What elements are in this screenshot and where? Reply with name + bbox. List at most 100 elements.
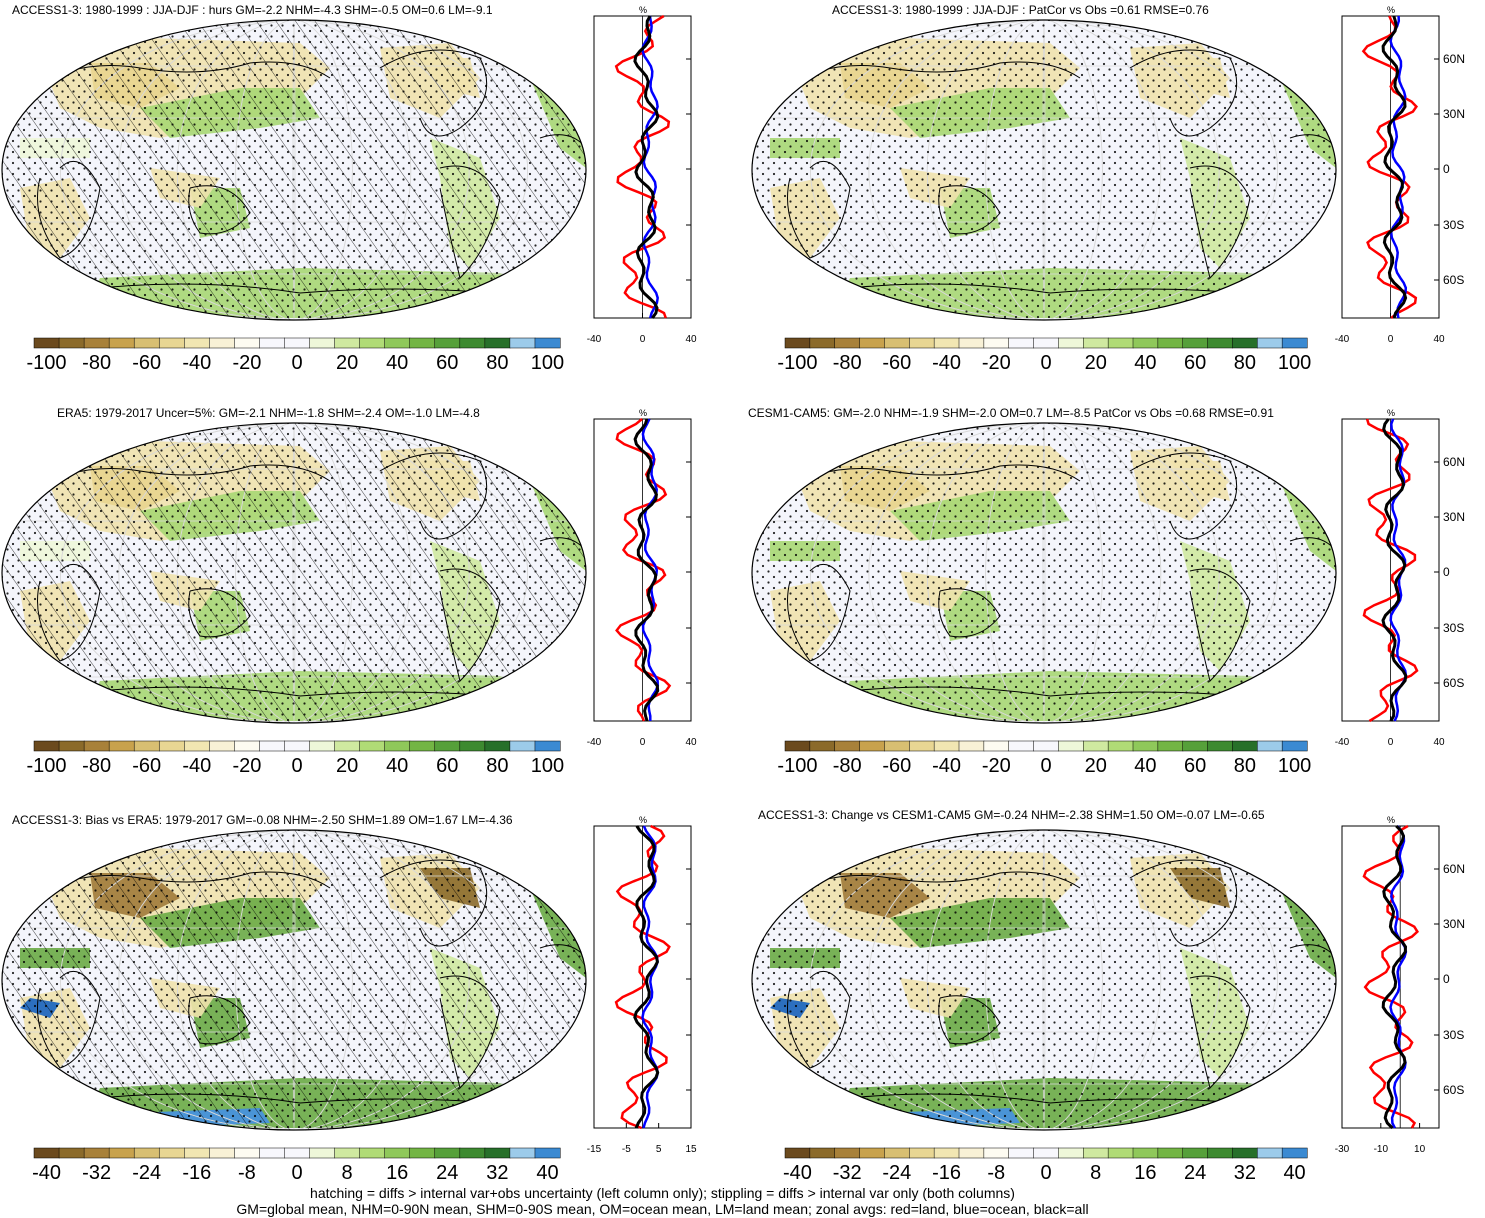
colorbar-swatch-7 [958,740,985,752]
colorbar-swatch-10 [1033,740,1059,752]
colorbar-swatch-4 [133,337,160,349]
zonal-curve-land [1361,15,1419,319]
colorbar-swatch-15 [1157,1147,1184,1159]
colorbar-swatch-19 [509,740,536,752]
colorbar-swatch-13 [359,337,386,349]
panel-2-units: % [1387,5,1396,15]
colorbar-label-9: 80 [1233,755,1256,777]
zonal-curve-ocean [1389,15,1408,319]
colorbar-swatch-12 [1083,740,1109,752]
colorbar-label-8: 24 [436,1162,459,1184]
colorbar-swatch-10 [1033,337,1059,349]
colorbar-swatch-20 [1281,740,1308,752]
colorbar-swatch-7 [209,337,235,349]
zonal-x-label-1: 0 [639,334,646,345]
lat-label-1: 30N [1443,510,1466,524]
lat-label-2: 0 [1443,565,1450,579]
colorbar-label-10: 100 [530,755,565,777]
colorbar-swatch-12 [1083,337,1109,349]
colorbar-swatch-17 [459,740,486,752]
panel-1-zonal-plot [593,14,692,319]
colorbar-swatch-19 [1257,740,1283,752]
colorbar-swatch-14 [384,740,411,752]
colorbar-swatch-0 [784,1147,811,1159]
panel-5-title: ACCESS1-3: Bias vs ERA5: 1979-2017 GM=-0… [12,813,513,827]
colorbar-label-4: -20 [981,352,1011,374]
zonal-x-label-1: 0 [1387,334,1394,345]
colorbar-label-6: 20 [335,755,359,777]
colorbar-swatch-10 [284,740,311,752]
panel-5-units: % [639,815,648,825]
zonal-curve-land [1362,824,1420,1129]
colorbar-swatch-7 [209,1147,235,1159]
colorbar-swatch-0 [33,740,60,752]
lat-label-3: 30S [1443,218,1465,232]
colorbar-swatch-19 [509,337,536,349]
colorbar-swatch-15 [409,740,436,752]
panel-4-title: CESM1-CAM5: GM=-2.0 NHM=-1.9 SHM=-2.0 OM… [748,406,1274,420]
panel-6-units: % [1387,815,1396,825]
colorbar-label-3: -16 [932,1162,962,1184]
panel-2: ACCESS1-3: 1980-1999 : JJA-DJF : PatCor … [745,0,1485,400]
colorbar-swatch-9 [259,740,286,752]
colorbar-swatch-17 [459,337,486,349]
colorbar-swatch-4 [133,1147,160,1159]
colorbar-swatch-19 [1257,1147,1283,1159]
colorbar-label-6: 20 [335,352,359,374]
zonal-x-label-0: -40 [586,737,602,748]
panel-4-colorbar [784,740,1308,752]
colorbar-swatch-6 [933,740,960,752]
colorbar-swatch-9 [1008,1147,1035,1159]
colorbar-label-9: 80 [486,352,509,374]
map-outline [751,422,1337,724]
zonal-x-label-0: -40 [1334,334,1350,345]
colorbar-swatch-11 [309,1147,336,1159]
colorbar-swatch-9 [1008,740,1035,752]
colorbar-swatch-11 [1058,337,1084,349]
colorbar-swatch-18 [1232,740,1258,752]
colorbar-label-4: -20 [232,352,262,374]
colorbar-label-10: 100 [1277,755,1312,777]
colorbar-label-2: -24 [882,1162,912,1184]
colorbar-swatch-4 [884,740,910,752]
colorbar-swatch-12 [1083,1147,1109,1159]
panel-1: ACCESS1-3: 1980-1999 : JJA-DJF : hurs GM… [0,0,745,400]
map-outline [1,829,587,1131]
panel-2-zonal-plot [1341,15,1440,319]
colorbar-label-2: -60 [132,755,162,777]
panel-4-map [750,421,1338,725]
colorbar-swatch-8 [983,337,1010,349]
colorbar-swatch-15 [409,337,436,349]
zonal-curve-all [633,15,660,319]
colorbar-swatch-1 [809,337,836,349]
colorbar-swatch-2 [83,1147,110,1159]
colorbar-label-3: -40 [182,755,212,777]
panel-6-title: ACCESS1-3: Change vs CESM1-CAM5 GM=-0.24… [758,808,1265,822]
colorbar-label-1: -80 [832,352,862,374]
colorbar-label-5: 0 [291,1162,303,1184]
colorbar-label-7: 16 [1134,1162,1157,1184]
colorbar-swatch-8 [234,1147,260,1159]
map-outline [1,422,587,724]
colorbar-label-0: -40 [32,1162,61,1184]
colorbar-swatch-11 [1058,740,1084,752]
panel-4-zonal-plot [1341,418,1440,723]
colorbar-label-10: 40 [536,1162,559,1184]
colorbar-swatch-11 [1058,1147,1084,1159]
colorbar-swatch-9 [259,1147,286,1159]
colorbar-swatch-2 [83,740,110,752]
colorbar-label-7: 40 [386,352,409,374]
colorbar-swatch-17 [1207,740,1233,752]
panel-1-units: % [639,5,648,15]
colorbar-label-3: -40 [932,352,962,374]
colorbar-swatch-9 [259,337,286,349]
colorbar-swatch-7 [209,740,235,752]
colorbar-label-6: 20 [1084,352,1107,374]
zonal-curve-ocean [641,15,659,319]
zonal-x-label-2: 40 [685,737,697,748]
footer-line-1: hatching = diffs > internal var+obs unce… [310,1185,1015,1201]
colorbar-swatch-14 [1132,337,1159,349]
colorbar-label-0: -100 [26,352,67,374]
zonal-curve-all [633,825,660,1129]
colorbar-swatch-2 [834,740,861,752]
